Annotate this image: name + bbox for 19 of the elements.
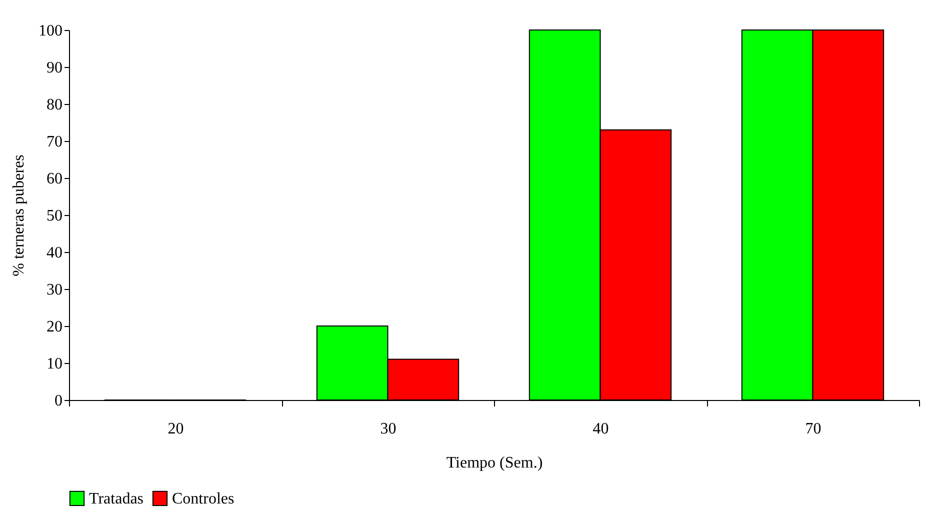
y-tick-label: 0 xyxy=(54,392,62,410)
y-tick-label: 50 xyxy=(46,208,62,224)
y-tick-label: 30 xyxy=(46,282,62,298)
y-tick-label: 10 xyxy=(46,356,62,372)
legend-label: Controles xyxy=(172,490,234,508)
x-tick-label: 70 xyxy=(805,420,822,438)
x-tick-label: 40 xyxy=(592,420,609,438)
y-tick-label: 60 xyxy=(46,170,62,188)
legend-label: Tratadas xyxy=(89,490,144,508)
x-tick-label: 20 xyxy=(168,420,184,438)
y-tick-label: 100 xyxy=(38,22,62,40)
y-tick-label: 20 xyxy=(46,318,62,336)
y-tick-label: 40 xyxy=(46,244,62,262)
y-axis-title: % terneras puberes xyxy=(10,154,28,276)
y-tick-label: 80 xyxy=(46,96,62,114)
x-axis-title: Tiempo (Sem.) xyxy=(446,454,543,472)
y-tick-label: 70 xyxy=(46,134,62,150)
x-tick-label: 30 xyxy=(380,420,396,438)
y-tick-label: 90 xyxy=(46,60,62,76)
